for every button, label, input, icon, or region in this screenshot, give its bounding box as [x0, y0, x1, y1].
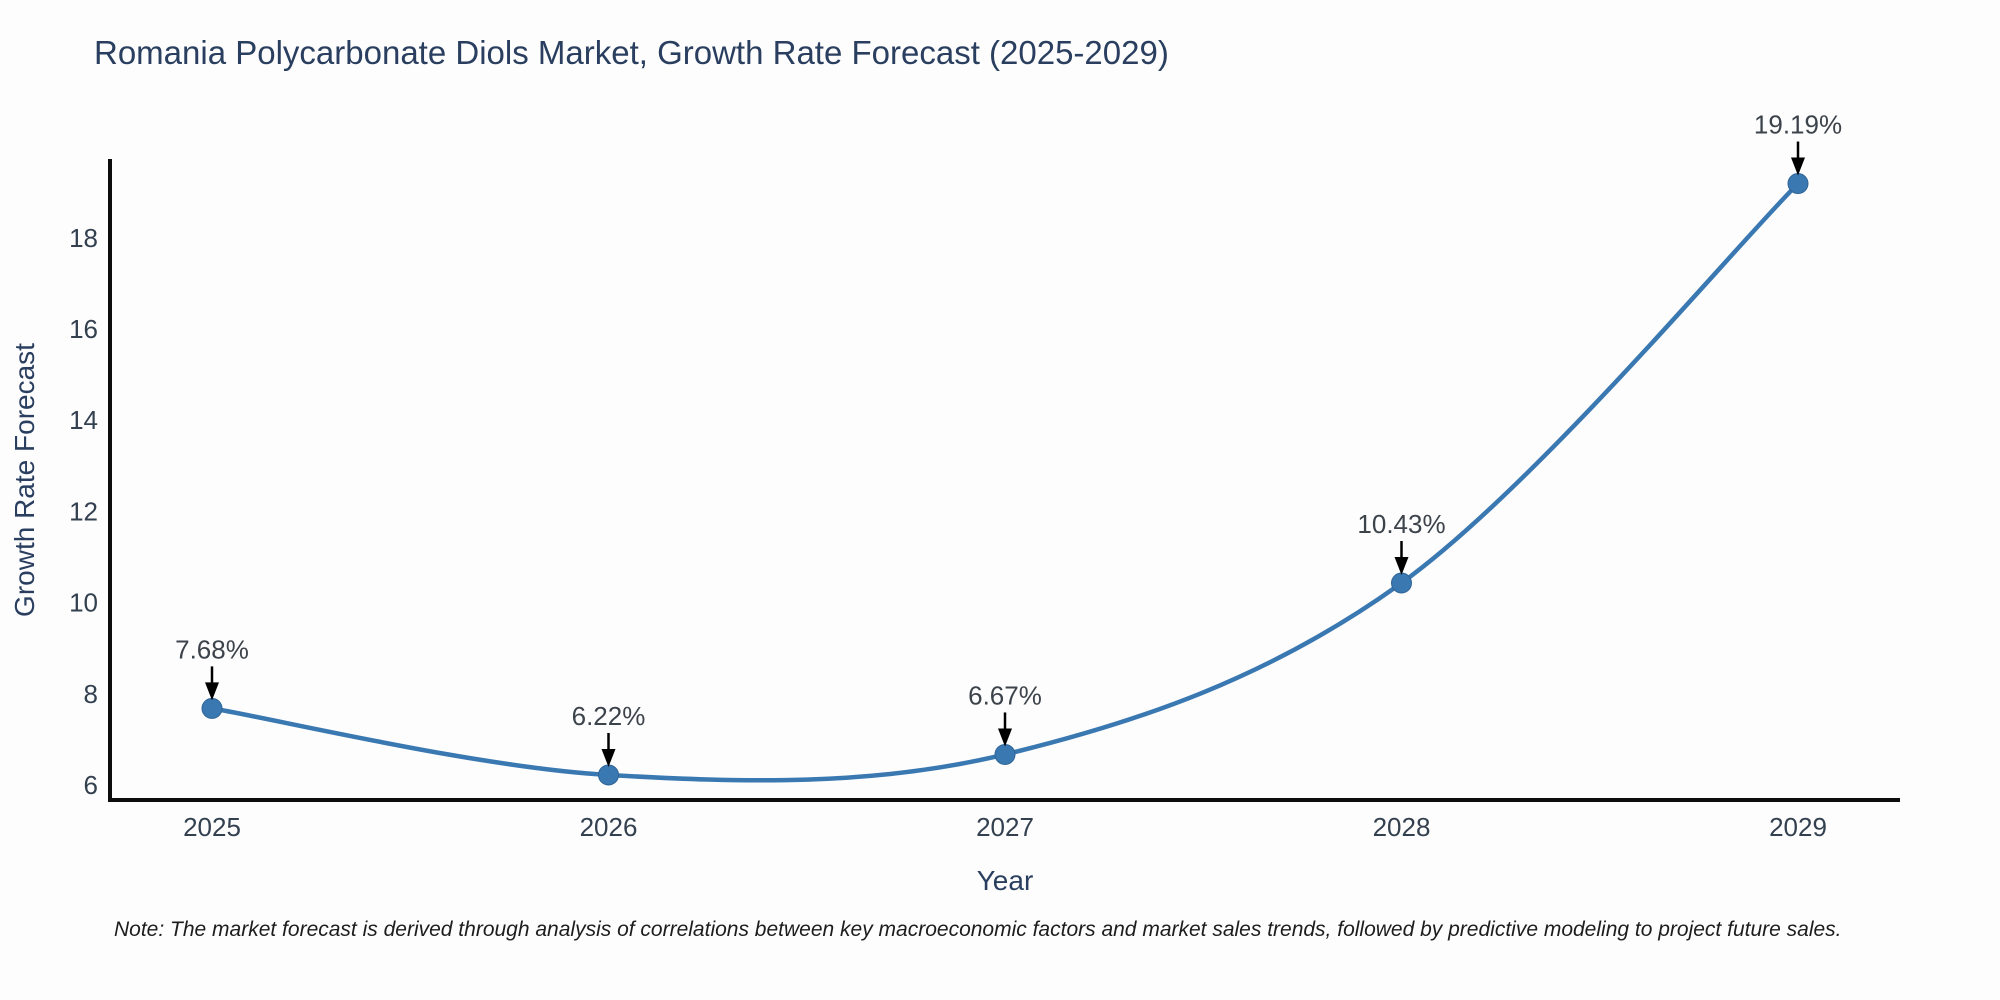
annotation-arrowhead: [205, 682, 219, 701]
x-tick-label: 2027: [976, 812, 1034, 842]
y-axis-title: Growth Rate Forecast: [9, 343, 40, 617]
annotation-arrowhead: [1394, 556, 1409, 575]
chart-title: Romania Polycarbonate Diols Market, Grow…: [94, 34, 1169, 71]
annotation-label: 19.19%: [1754, 110, 1842, 140]
x-tick-label: 2029: [1769, 812, 1827, 842]
y-tick-labels-group: 6 8 10 12 14 16 18: [69, 223, 98, 800]
y-tick-label: 14: [69, 405, 98, 435]
annotation-label: 6.22%: [572, 701, 646, 731]
x-axis-title: Year: [977, 865, 1034, 896]
x-tick-label: 2025: [183, 812, 241, 842]
data-point-marker: [1787, 173, 1809, 195]
series-group: [201, 173, 1809, 786]
annotations-group: 7.68% 6.22% 6.67% 10.43% 19.19%: [175, 110, 1842, 767]
annotation-arrowhead: [998, 728, 1012, 747]
y-tick-label: 6: [84, 770, 98, 800]
y-tick-label: 18: [69, 223, 98, 253]
axis-spines: [108, 159, 1900, 802]
x-tick-labels-group: 2025 2026 2027 2028 2029: [183, 812, 1827, 842]
x-tick-label: 2028: [1373, 812, 1431, 842]
annotation-label: 7.68%: [175, 634, 249, 664]
footnote: Note: The market forecast is derived thr…: [114, 918, 1842, 941]
axis-spines-group: [108, 159, 1900, 802]
y-tick-label: 8: [84, 679, 98, 709]
annotation-label: 10.43%: [1357, 509, 1445, 539]
data-point-marker: [201, 697, 223, 719]
annotation-arrowhead: [1791, 157, 1805, 176]
annotation-label: 6.67%: [968, 680, 1042, 710]
data-point-marker: [1391, 572, 1412, 594]
data-point-marker: [994, 743, 1016, 765]
data-point-marker: [598, 764, 619, 786]
x-tick-label: 2026: [580, 812, 638, 842]
annotation-arrowhead: [601, 748, 616, 767]
y-tick-label: 16: [69, 314, 98, 344]
y-tick-label: 10: [69, 588, 98, 618]
y-tick-label: 12: [69, 496, 98, 526]
